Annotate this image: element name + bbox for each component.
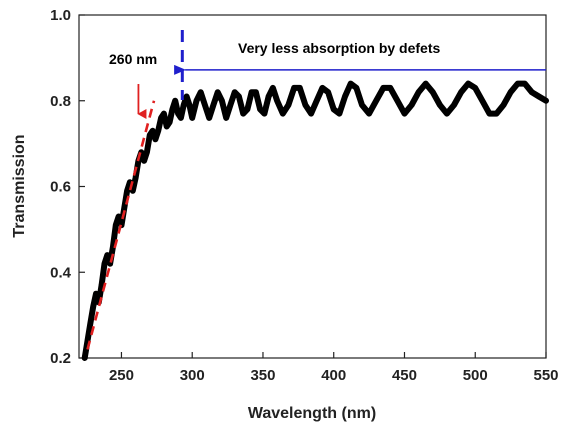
y-axis: 0.2 0.4 0.6 0.8 1.0 [50,7,85,367]
x-axis-title: Wavelength (nm) [248,405,376,422]
y-tick-label: 0.4 [50,264,72,281]
y-tick-label: 0.6 [50,179,71,196]
fit-dashed-line [86,100,156,350]
x-tick-label: 500 [463,367,488,384]
x-tick-label: 250 [109,367,134,384]
annotation-260nm: 260 nm [109,51,157,67]
x-tick-label: 400 [321,367,346,384]
y-tick-label: 0.2 [50,350,71,367]
x-tick-label: 350 [250,367,275,384]
marker-group [137,30,546,119]
x-tick-label: 550 [533,367,558,384]
series-group [81,80,549,361]
annotation-low-absorption: Very less absorption by defets [238,40,441,56]
x-axis: 250 300 350 400 450 500 550 [109,352,559,384]
y-tick-label: 0.8 [50,93,71,110]
x-tick-label: 450 [392,367,417,384]
y-axis-title: Transmission [11,134,28,237]
fit-group [86,100,156,350]
x-tick-label: 300 [180,367,205,384]
series-line-0 [81,80,549,361]
y-tick-label: 1.0 [50,7,71,24]
